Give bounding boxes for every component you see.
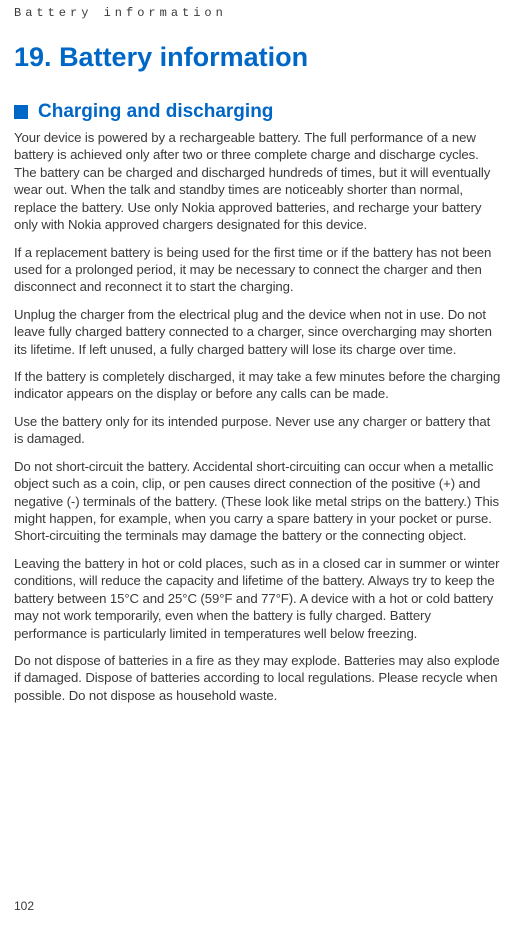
body-paragraph: Do not short-circuit the battery. Accide… <box>14 458 502 545</box>
body-paragraph: If the battery is completely discharged,… <box>14 368 502 403</box>
body-paragraph: Do not dispose of batteries in a fire as… <box>14 652 502 704</box>
chapter-title-text: Battery information <box>59 42 308 72</box>
body-paragraph: Your device is powered by a rechargeable… <box>14 129 502 234</box>
page-number: 102 <box>14 899 34 913</box>
section-heading: Charging and discharging <box>38 101 273 123</box>
square-bullet-icon <box>14 105 28 119</box>
chapter-title: 19. Battery information <box>14 42 502 73</box>
body-paragraph: If a replacement battery is being used f… <box>14 244 502 296</box>
body-paragraph: Unplug the charger from the electrical p… <box>14 306 502 358</box>
section-heading-row: Charging and discharging <box>14 101 502 123</box>
running-header: Battery information <box>14 6 502 20</box>
body-paragraph: Leaving the battery in hot or cold place… <box>14 555 502 642</box>
chapter-number: 19. <box>14 42 52 72</box>
body-paragraph: Use the battery only for its intended pu… <box>14 413 502 448</box>
